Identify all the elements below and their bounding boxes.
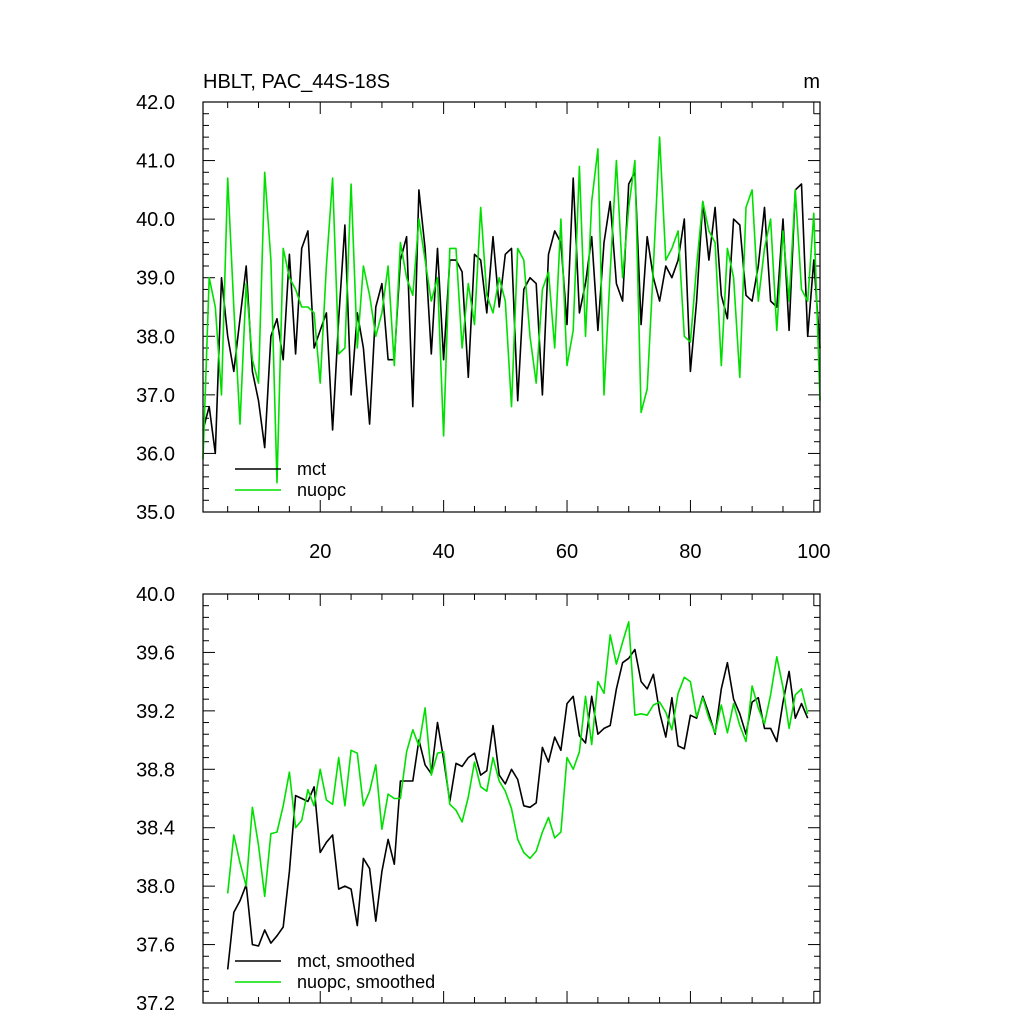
y-tick-label: 37.6 [136,935,175,957]
x-tick-label: 80 [679,541,701,563]
legend-label-mct-smoothed: mct, smoothed [297,951,415,971]
panel-bottom-plot-frame [202,593,821,1004]
legend-label-mct: mct [297,459,326,479]
x-tick-label: 40 [433,541,455,563]
y-tick-label: 38.4 [136,818,175,840]
legend-label-nuopc: nuopc [297,480,346,500]
panel-top-units: m [803,71,820,93]
x-tick-label: 100 [797,541,830,563]
y-tick-label: 39.6 [136,642,175,664]
y-tick-label: 38.8 [136,759,175,781]
panel-top: HBLT, PAC_44S-18S m 35.0 36.0 37.0 38.0 … [136,71,830,563]
y-tick-label: 40.0 [136,584,175,606]
panel-top-legend: mct nuopc [235,459,346,500]
panel-top-x-tick-labels: 20 40 60 80 100 [309,541,830,563]
y-tick-label: 42.0 [136,92,175,114]
y-tick-label: 38.0 [136,326,175,348]
series-line-nuopc-smoothed [226,620,809,898]
y-tick-label: 37.0 [136,385,175,407]
y-tick-label: 38.0 [136,876,175,898]
y-tick-label: 36.0 [136,443,175,465]
legend-label-nuopc-smoothed: nuopc, smoothed [297,972,435,992]
y-tick-label: 41.0 [136,151,175,173]
y-tick-label: 37.2 [136,993,175,1015]
y-tick-label: 39.0 [136,268,175,290]
y-tick-label: 39.2 [136,701,175,723]
x-tick-label: 60 [556,541,578,563]
series-line-mct-smoothed [226,648,809,970]
y-tick-label: 40.0 [136,209,175,231]
panel-bottom-legend: mct, smoothed nuopc, smoothed [235,951,435,992]
panel-bottom-ticks [203,593,820,1004]
panel-top-title: HBLT, PAC_44S-18S [203,71,390,93]
x-tick-label: 20 [309,541,331,563]
panel-top-plot-frame [202,101,821,513]
panel-top-y-tick-labels: 35.0 36.0 37.0 38.0 39.0 40.0 41.0 42.0 [136,92,175,524]
panel-bottom: 37.2 37.6 38.0 38.4 38.8 39.2 39.6 40.0 … [136,584,821,1015]
panel-top-ticks [203,101,820,513]
series-line-mct [202,171,821,455]
series-line-nuopc [202,136,821,484]
panel-bottom-y-tick-labels: 37.2 37.6 38.0 38.4 38.8 39.2 39.6 40.0 [136,584,175,1015]
y-tick-label: 35.0 [136,502,175,524]
